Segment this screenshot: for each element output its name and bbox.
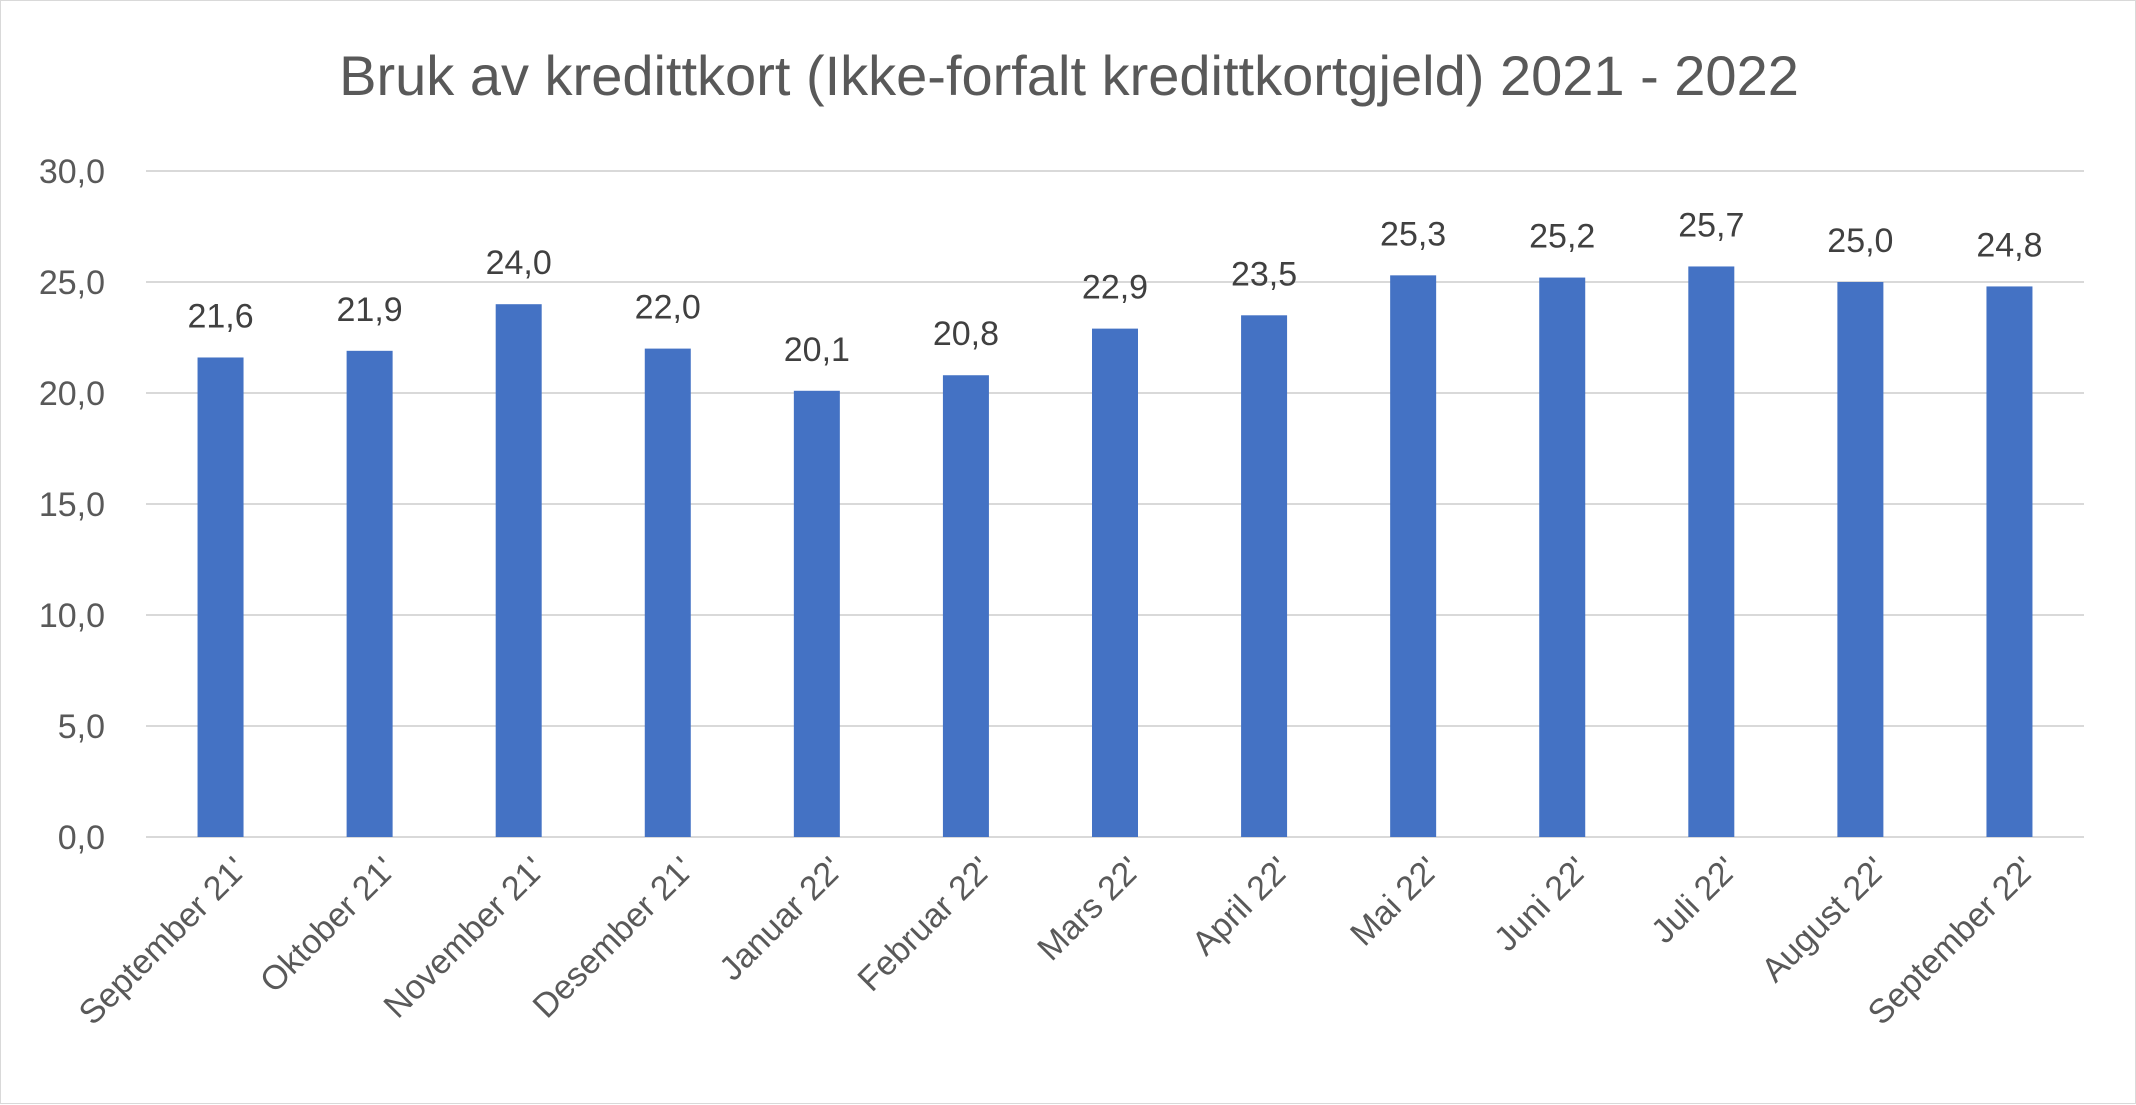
data-labels: 21,6 21,9 24,0 22,0 20,1 20,8 22,9 23,5 25,3 25,2… (187, 206, 2042, 368)
x-tick-label: Februar 22' (851, 850, 1000, 999)
data-label: 25,7 (1678, 206, 1744, 244)
data-label: 22,9 (1082, 269, 1148, 307)
bar (942, 375, 989, 837)
bar (197, 357, 244, 837)
x-tick-label: April 22' (1185, 850, 1298, 963)
y-tick-label: 15,0 (39, 486, 105, 524)
bar (1390, 275, 1437, 838)
x-tick-label: August 22' (1754, 850, 1894, 990)
y-tick-label: 20,0 (39, 375, 105, 413)
y-tick-label: 0,0 (58, 819, 105, 857)
x-tick-label: September 21' (72, 850, 254, 1032)
y-tick-label: 30,0 (39, 153, 105, 191)
data-label: 20,8 (933, 315, 999, 353)
x-tick-label: Desember 21' (526, 850, 702, 1026)
data-label: 21,6 (187, 297, 253, 335)
data-label: 22,0 (635, 289, 701, 327)
bar (793, 390, 840, 837)
data-label: 24,0 (486, 244, 552, 282)
x-tick-label: Mars 22' (1030, 850, 1148, 968)
data-label: 25,0 (1827, 222, 1893, 260)
x-tick-label: Juli 22' (1644, 850, 1745, 951)
y-axis: 0,0 5,0 10,0 15,0 20,0 25,0 30,0 (39, 153, 105, 857)
data-label: 25,2 (1529, 218, 1595, 256)
data-label: 23,5 (1231, 255, 1297, 293)
chart-title: Bruk av kredittkort (Ikke-forfalt kredit… (339, 44, 1799, 107)
bar (1986, 286, 2033, 837)
bar (1092, 328, 1138, 837)
data-label: 20,1 (784, 331, 850, 369)
x-tick-label: Oktober 21' (253, 850, 403, 1000)
data-label: 21,9 (337, 291, 403, 329)
bar (1688, 266, 1735, 838)
bar (495, 304, 542, 837)
x-tick-label: Januar 22' (712, 850, 850, 988)
bar (1241, 315, 1288, 837)
y-tick-label: 10,0 (39, 597, 105, 635)
y-tick-label: 5,0 (58, 708, 105, 746)
bar (644, 348, 691, 837)
bars (197, 266, 2033, 838)
x-axis: September 21'Oktober 21'November 21'Dese… (72, 850, 2043, 1032)
data-label: 25,3 (1380, 215, 1446, 253)
x-tick-label: Juni 22' (1487, 850, 1596, 959)
bar (346, 350, 393, 837)
x-tick-label: Mai 22' (1343, 850, 1447, 954)
bar (1539, 277, 1586, 837)
data-label: 24,8 (1976, 226, 2042, 264)
y-tick-label: 25,0 (39, 264, 105, 302)
bar (1837, 282, 1884, 837)
